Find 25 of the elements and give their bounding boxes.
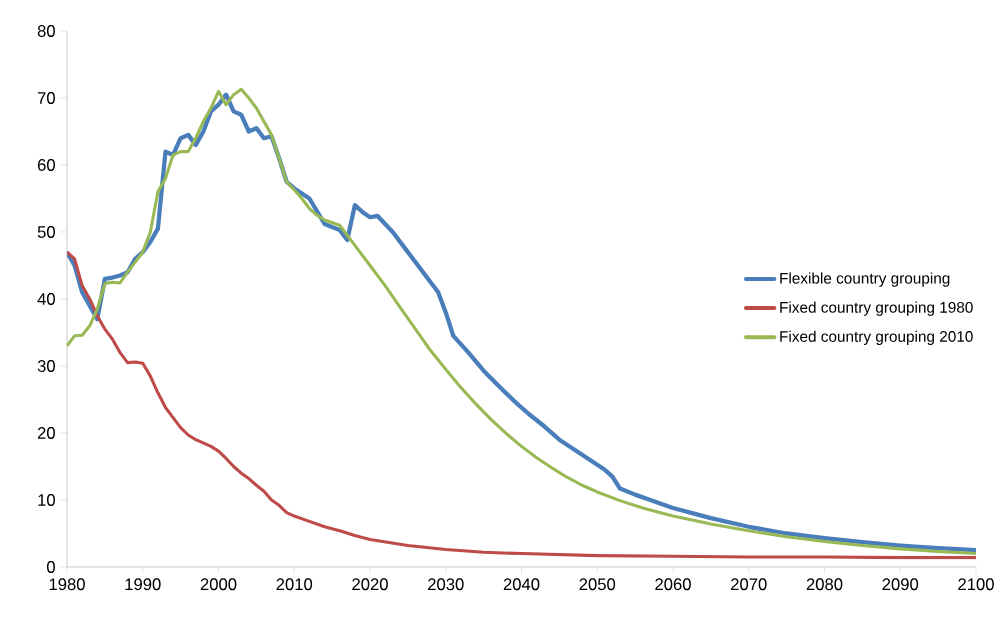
x-tick-label: 2000 [200, 578, 237, 591]
y-tick-label: 10 [38, 494, 55, 506]
x-tick-label: 2050 [579, 578, 616, 591]
y-tick-label: 30 [37, 360, 55, 372]
y-tick-label: 20 [37, 427, 55, 439]
x-tick-label: 2040 [503, 578, 540, 591]
x-tick-label: 2100 [958, 578, 994, 591]
y-tick-label: 70 [37, 92, 55, 104]
y-tick-label: 80 [37, 25, 55, 37]
x-tick-label: 2030 [428, 578, 464, 591]
x-tick-label: 2090 [882, 578, 919, 591]
x-tick-label: 1980 [49, 578, 85, 591]
x-tick-label: 2070 [731, 578, 767, 591]
x-tick-label: 1990 [125, 578, 161, 591]
y-tick-label: 0 [47, 561, 55, 573]
x-tick-label: 2010 [276, 578, 313, 591]
x-tick-label: 2020 [352, 578, 388, 591]
y-tick-label: 50 [37, 226, 55, 238]
x-tick-label: 2060 [655, 578, 691, 591]
legend-label: Fixed country grouping 2010 [780, 330, 973, 345]
legend-label: Flexible country grouping [780, 272, 950, 287]
x-tick-label: 2080 [806, 578, 843, 591]
legend-label: Fixed country grouping 1980 [780, 301, 973, 316]
y-tick-label: 60 [37, 159, 55, 171]
y-tick-label: 40 [37, 293, 55, 305]
